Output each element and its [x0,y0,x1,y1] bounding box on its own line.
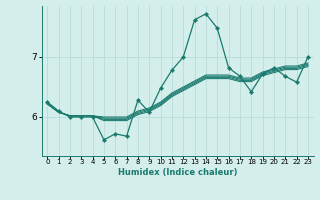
X-axis label: Humidex (Indice chaleur): Humidex (Indice chaleur) [118,168,237,177]
